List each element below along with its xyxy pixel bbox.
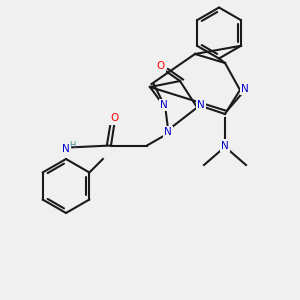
- Text: N: N: [241, 83, 249, 94]
- Text: N: N: [221, 140, 229, 151]
- Text: N: N: [160, 100, 167, 110]
- Text: N: N: [164, 127, 172, 137]
- Text: N: N: [62, 143, 70, 154]
- Text: H: H: [69, 141, 76, 150]
- Text: O: O: [110, 113, 118, 124]
- Text: N: N: [197, 100, 205, 110]
- Text: O: O: [156, 61, 165, 71]
